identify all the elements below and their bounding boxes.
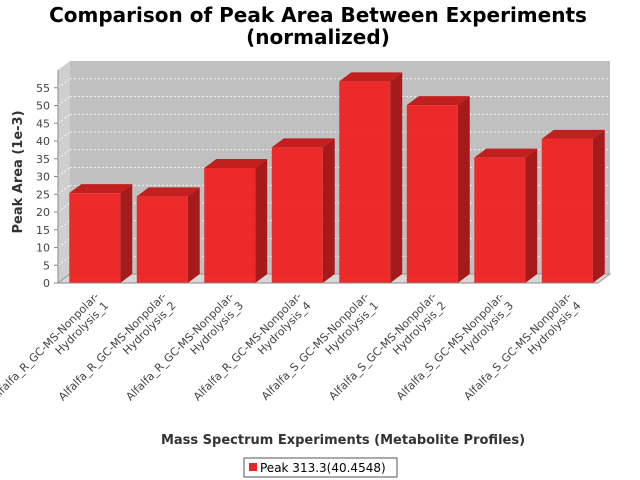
grid-line-side bbox=[57, 78, 71, 89]
bar-top bbox=[474, 148, 538, 158]
bar-front bbox=[406, 105, 458, 284]
y-axis-label: Peak Area (1e-3) bbox=[11, 110, 26, 233]
y-tick-label: 55 bbox=[36, 82, 50, 95]
grid-line-side bbox=[57, 255, 71, 266]
y-tick-label: 15 bbox=[36, 224, 50, 237]
bar-front bbox=[69, 193, 121, 283]
bar-top bbox=[271, 138, 335, 148]
bar-side bbox=[120, 184, 133, 283]
bar bbox=[69, 184, 133, 283]
plot-side-wall bbox=[58, 61, 70, 283]
grid-line-side bbox=[57, 220, 71, 231]
bar-side bbox=[525, 148, 538, 283]
bar-front bbox=[474, 157, 526, 283]
bar-top bbox=[406, 96, 470, 106]
x-tick-label-line: Alfalfa_R_GC-MS-Nonpolar- bbox=[56, 290, 169, 403]
bar-top bbox=[541, 129, 605, 139]
x-tick-label-line: Alfalfa_S_GC-MS-Nonpolar- bbox=[394, 290, 507, 403]
x-tick-label-line: Alfalfa_S_GC-MS-Nonpolar- bbox=[461, 290, 574, 403]
bar bbox=[271, 138, 335, 283]
chart-title-line-2: (normalized) bbox=[246, 25, 390, 49]
y-tick-label: 45 bbox=[36, 117, 50, 130]
bar bbox=[541, 129, 605, 283]
y-tick-label: 5 bbox=[43, 259, 50, 272]
y-tick-label: 20 bbox=[36, 206, 50, 219]
y-tick-label: 0 bbox=[43, 277, 50, 290]
y-tick-label: 30 bbox=[36, 171, 50, 184]
bar bbox=[339, 72, 403, 283]
grid-line-side bbox=[57, 202, 71, 213]
bar bbox=[204, 158, 268, 283]
bar-top bbox=[339, 72, 403, 82]
chart-title-line-1: Comparison of Peak Area Between Experime… bbox=[49, 3, 587, 27]
bar-top bbox=[204, 158, 268, 168]
bar bbox=[136, 187, 200, 283]
bar-front bbox=[339, 81, 391, 283]
bar-top bbox=[69, 184, 133, 194]
x-tick-label-line: Alfalfa_R_GC-MS-Nonpolar- bbox=[123, 290, 236, 403]
grid-line-side bbox=[57, 131, 71, 142]
legend-box bbox=[243, 457, 398, 478]
x-tick-label-line: Alfalfa_R_GC-MS-Nonpolar- bbox=[191, 290, 304, 403]
x-tick-label-line: Alfalfa_S_GC-MS-Nonpolar- bbox=[326, 290, 439, 403]
bar bbox=[474, 148, 538, 283]
grid-line-side bbox=[57, 149, 71, 160]
bar-side bbox=[255, 158, 268, 283]
bar-side bbox=[390, 72, 403, 283]
y-tick-label: 35 bbox=[36, 153, 50, 166]
bar-top bbox=[136, 187, 200, 197]
y-tick-label: 25 bbox=[36, 188, 50, 201]
grid-line-side bbox=[57, 113, 71, 124]
bars bbox=[69, 72, 605, 284]
y-tick-label: 10 bbox=[36, 242, 50, 255]
bar-side bbox=[457, 96, 470, 284]
bar bbox=[406, 96, 470, 284]
grid-line-side bbox=[57, 96, 71, 106]
x-tick-label-line: Alfalfa_R_GC-MS-Nonpolar- bbox=[0, 290, 102, 403]
bar-front bbox=[204, 167, 256, 283]
legend-swatch bbox=[249, 463, 257, 471]
grid-line-side bbox=[57, 238, 71, 248]
grid-line-side bbox=[57, 184, 71, 195]
bar-side bbox=[322, 138, 335, 283]
y-axis: 0 5 10 15 20 25 30 35 40 45 50 55 bbox=[36, 70, 59, 290]
bar-front bbox=[136, 196, 188, 283]
bar-front bbox=[541, 138, 593, 283]
bar-side bbox=[187, 187, 200, 283]
legend: Peak 313.3(40.4548) bbox=[243, 457, 398, 478]
y-tick-label: 40 bbox=[36, 135, 50, 148]
grid-line-side bbox=[57, 167, 71, 177]
bar-front bbox=[271, 147, 323, 283]
x-tick-label-line: Alfalfa_S_GC-MS-Nonpolar- bbox=[259, 290, 372, 403]
x-axis-label: Mass Spectrum Experiments (Metabolite Pr… bbox=[161, 433, 525, 448]
x-axis: Alfalfa_R_GC-MS-Nonpolar-Hydrolysis_1Alf… bbox=[0, 282, 598, 403]
bar-side bbox=[592, 129, 605, 283]
y-tick-label: 50 bbox=[36, 100, 50, 113]
legend-label: Peak 313.3(40.4548) bbox=[260, 461, 386, 475]
